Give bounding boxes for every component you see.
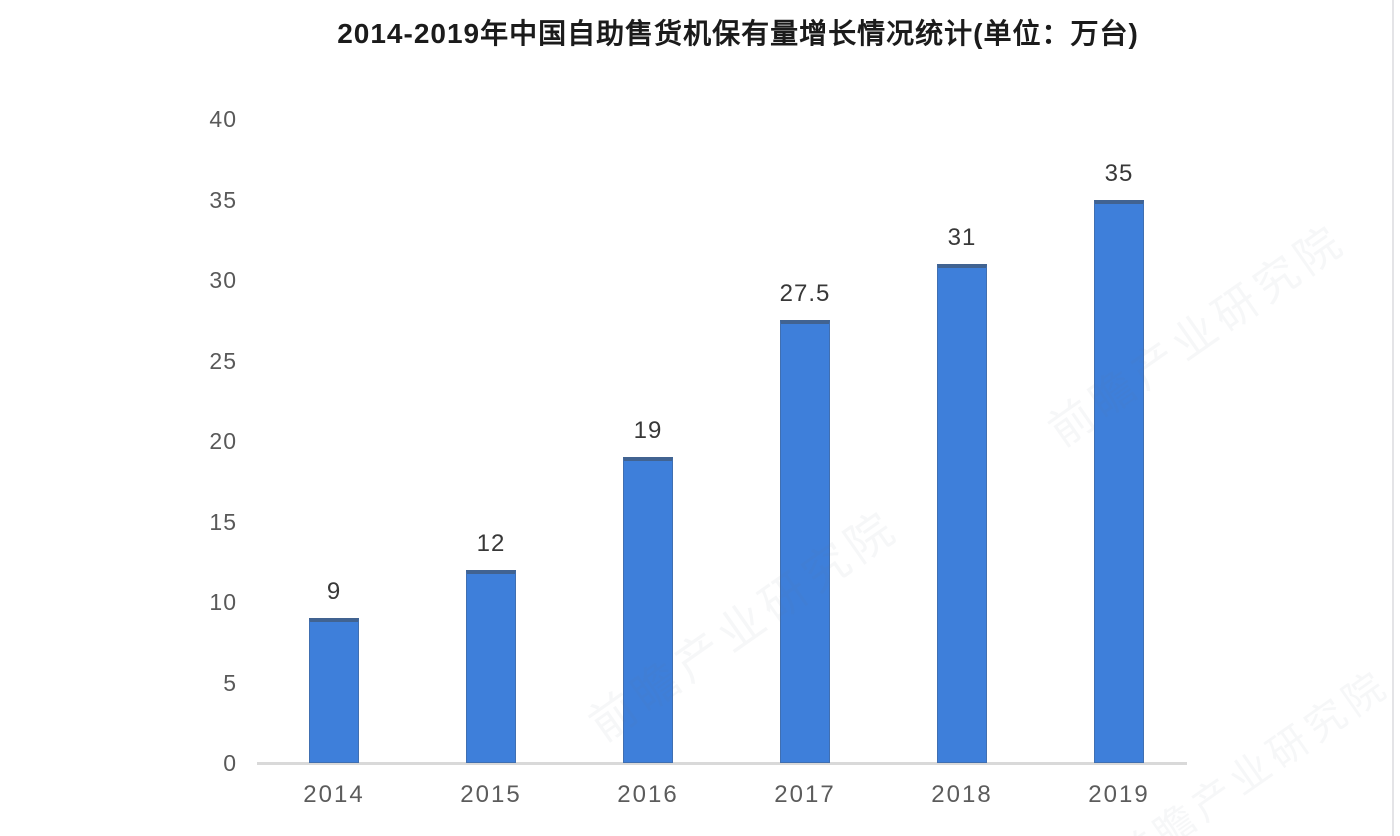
y-axis-tick-label: 40 [209,106,237,132]
y-axis-tick-label: 35 [209,186,237,213]
y-axis-tick-label: 25 [209,347,237,374]
x-axis-tick-label-2014: 2014 [303,781,365,808]
value-label-2015: 12 [476,529,506,557]
y-axis-tick-label: 5 [223,669,237,696]
x-axis-tick-label-2019: 2019 [1088,781,1150,808]
x-axis-line [257,762,1187,765]
y-axis-tick-label: 0 [223,750,237,776]
value-label-2018: 31 [947,223,977,251]
value-label-2019: 35 [1104,159,1134,187]
value-label-2014: 9 [326,578,342,606]
y-axis-tick-label: 20 [209,428,237,454]
bar-2018 [937,263,987,763]
chart-title: 2014-2019年中国自助售货机保有量增长情况统计(单位：万台) [337,18,1139,49]
page-right-border [1392,0,1394,836]
y-axis-tick-label: 30 [209,267,237,293]
bar-2019 [1094,199,1144,763]
x-axis-tick-label-2017: 2017 [774,781,836,808]
bar-2017 [780,320,830,763]
plot-area: 9 2014 12 2015 19 2016 27.5 2017 31 2018 35 2019 [257,119,1187,808]
x-axis-tick-label-2016: 2016 [617,781,679,808]
x-axis-tick-label-2015: 2015 [460,781,522,808]
value-label-2016: 19 [633,417,663,445]
x-axis-tick-label-2018: 2018 [931,781,993,808]
y-axis-tick-label: 15 [209,508,237,535]
bar-2014 [309,618,359,763]
bar-2016 [623,457,673,763]
y-axis: 0 5 10 15 20 25 30 35 40 [167,106,237,776]
y-axis-tick-label: 10 [209,589,237,615]
value-label-2017: 27.5 [779,280,831,308]
bar-2015 [466,569,516,763]
